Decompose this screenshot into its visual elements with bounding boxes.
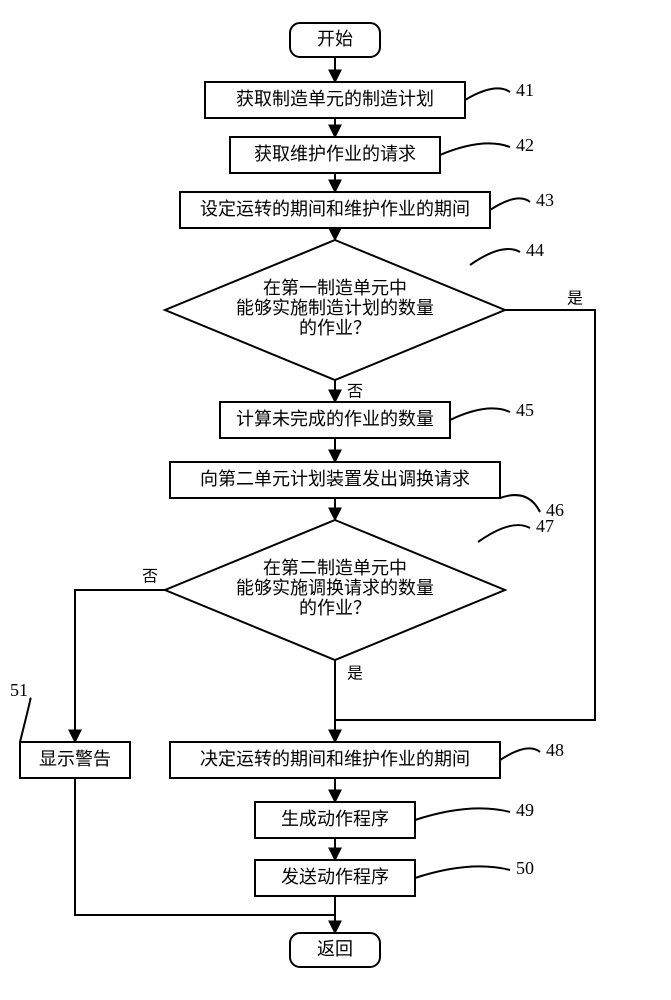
label-leader	[470, 249, 520, 265]
step-number: 49	[516, 800, 534, 820]
step-number: 42	[516, 135, 534, 155]
node-text: 获取维护作业的请求	[254, 144, 416, 164]
node-text: 能够实施制造计划的数量	[236, 298, 434, 318]
node-text: 开始	[317, 29, 353, 49]
nodes-layer: 开始获取制造单元的制造计划获取维护作业的请求设定运转的期间和维护作业的期间在第一…	[20, 23, 505, 967]
node-text: 在第二制造单元中	[263, 558, 407, 578]
edge-label: 是	[567, 291, 583, 308]
node-start: 开始	[290, 23, 380, 57]
label-leader	[478, 525, 530, 542]
step-number: 48	[546, 740, 564, 760]
step-number: 43	[536, 190, 554, 210]
node-text: 决定运转的期间和维护作业的期间	[200, 749, 470, 769]
label-leader	[415, 808, 510, 820]
node-n42: 获取维护作业的请求	[230, 137, 440, 173]
label-leader	[500, 748, 540, 760]
edge-label: 否	[142, 569, 158, 586]
step-number: 51	[10, 680, 28, 700]
node-text: 返回	[317, 939, 353, 959]
label-leader	[440, 143, 510, 155]
label-leader	[450, 408, 510, 420]
node-n47: 在第二制造单元中能够实施调换请求的数量的作业？	[165, 520, 505, 660]
node-n45: 计算未完成的作业的数量	[220, 402, 450, 438]
node-text: 生成动作程序	[281, 809, 389, 829]
step-number: 41	[516, 80, 534, 100]
edge	[75, 590, 165, 742]
step-number: 45	[516, 400, 534, 420]
node-n46: 向第二单元计划装置发出调换请求	[170, 462, 500, 498]
node-text: 的作业？	[299, 598, 371, 618]
node-text: 能够实施调换请求的数量	[236, 578, 434, 598]
edge-label: 否	[347, 384, 363, 401]
node-text: 发送动作程序	[281, 867, 389, 887]
edge-label: 是	[347, 666, 363, 683]
step-number: 50	[516, 858, 534, 878]
label-leader	[490, 198, 530, 210]
node-text: 的作业？	[299, 318, 371, 338]
node-return: 返回	[290, 933, 380, 967]
node-n49: 生成动作程序	[255, 802, 415, 838]
node-n44: 在第一制造单元中能够实施制造计划的数量的作业？	[165, 240, 505, 380]
step-number: 44	[526, 240, 544, 260]
label-leader	[20, 698, 31, 742]
node-n50: 发送动作程序	[255, 860, 415, 896]
node-n41: 获取制造单元的制造计划	[205, 82, 465, 118]
node-n51: 显示警告	[20, 742, 130, 778]
flowchart-canvas: 否是是否4142434445464748495051开始获取制造单元的制造计划获…	[0, 0, 671, 1000]
node-text: 获取制造单元的制造计划	[236, 89, 434, 109]
node-text: 向第二单元计划装置发出调换请求	[200, 469, 470, 489]
node-text: 计算未完成的作业的数量	[236, 409, 434, 429]
node-text: 设定运转的期间和维护作业的期间	[200, 199, 470, 219]
node-text: 显示警告	[39, 749, 111, 769]
node-n43: 设定运转的期间和维护作业的期间	[180, 192, 490, 228]
label-leader	[465, 88, 510, 100]
node-text: 在第一制造单元中	[263, 278, 407, 298]
label-leader	[500, 495, 540, 512]
label-leader	[415, 866, 510, 878]
node-n48: 决定运转的期间和维护作业的期间	[170, 742, 500, 778]
step-number: 47	[536, 516, 554, 536]
